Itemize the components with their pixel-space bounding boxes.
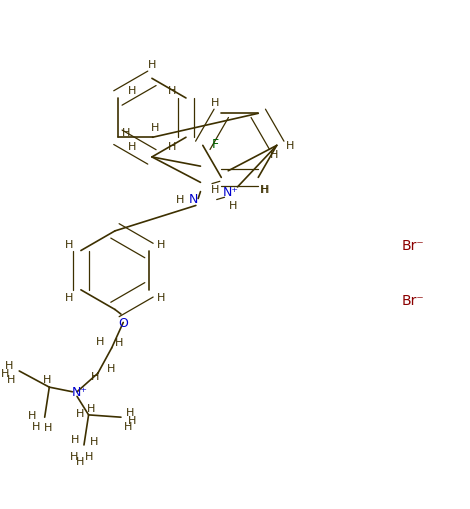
Text: H: H bbox=[43, 374, 51, 384]
Text: Br⁻: Br⁻ bbox=[402, 238, 424, 252]
Text: H: H bbox=[127, 86, 136, 96]
Text: H: H bbox=[65, 292, 73, 302]
Text: H: H bbox=[70, 435, 79, 444]
Text: H: H bbox=[157, 292, 165, 302]
Text: N: N bbox=[189, 192, 198, 206]
Text: H: H bbox=[270, 149, 279, 159]
Text: H: H bbox=[127, 142, 136, 151]
Text: H: H bbox=[122, 127, 130, 137]
Text: H: H bbox=[260, 184, 269, 194]
Text: H: H bbox=[107, 363, 115, 373]
Text: H: H bbox=[211, 184, 219, 194]
Text: N⁺: N⁺ bbox=[222, 186, 238, 199]
Text: H: H bbox=[1, 369, 9, 379]
Text: H: H bbox=[175, 194, 184, 204]
Text: H: H bbox=[96, 336, 104, 346]
Text: H: H bbox=[151, 123, 159, 133]
Text: H: H bbox=[157, 239, 165, 249]
Text: H: H bbox=[285, 141, 294, 151]
Text: H: H bbox=[65, 239, 73, 249]
Text: H: H bbox=[126, 407, 134, 417]
Text: H: H bbox=[87, 403, 95, 413]
Text: H: H bbox=[228, 200, 237, 210]
Text: H: H bbox=[259, 185, 268, 194]
Text: H: H bbox=[115, 337, 123, 348]
Text: O: O bbox=[118, 316, 128, 329]
Text: H: H bbox=[128, 415, 137, 425]
Text: H: H bbox=[124, 421, 132, 432]
Text: H: H bbox=[168, 86, 176, 96]
Text: H: H bbox=[168, 142, 176, 151]
Text: F: F bbox=[212, 137, 219, 150]
Text: H: H bbox=[5, 361, 13, 371]
Text: H: H bbox=[211, 98, 219, 108]
Text: H: H bbox=[91, 371, 100, 381]
Text: Br⁻: Br⁻ bbox=[402, 294, 424, 307]
Text: H: H bbox=[28, 410, 36, 420]
Text: H: H bbox=[44, 422, 53, 433]
Text: H: H bbox=[76, 408, 85, 418]
Text: H: H bbox=[90, 436, 98, 446]
Text: H: H bbox=[7, 375, 15, 384]
Text: H: H bbox=[70, 451, 78, 462]
Text: H: H bbox=[86, 451, 94, 462]
Text: H: H bbox=[32, 421, 40, 431]
Text: H: H bbox=[76, 456, 85, 466]
Text: H: H bbox=[148, 61, 156, 70]
Text: N⁺: N⁺ bbox=[71, 385, 87, 399]
